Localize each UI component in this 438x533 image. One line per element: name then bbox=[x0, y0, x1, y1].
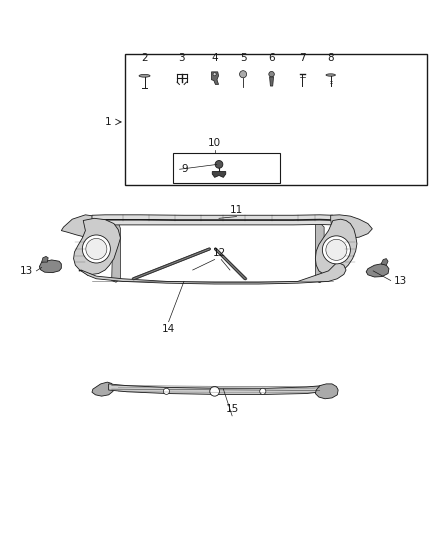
Text: 12: 12 bbox=[212, 248, 226, 258]
Polygon shape bbox=[366, 264, 389, 277]
Circle shape bbox=[86, 238, 107, 260]
Text: 11: 11 bbox=[230, 205, 243, 215]
Text: 9: 9 bbox=[182, 164, 188, 174]
Circle shape bbox=[215, 160, 223, 168]
Circle shape bbox=[163, 388, 170, 394]
Text: 13: 13 bbox=[20, 266, 33, 276]
Text: 7: 7 bbox=[299, 53, 306, 63]
Text: 6: 6 bbox=[268, 53, 275, 63]
Text: 2: 2 bbox=[141, 53, 148, 63]
Polygon shape bbox=[61, 215, 105, 238]
Text: 13: 13 bbox=[394, 276, 407, 286]
Polygon shape bbox=[42, 256, 48, 262]
Polygon shape bbox=[212, 172, 226, 177]
Polygon shape bbox=[331, 215, 372, 238]
Circle shape bbox=[82, 235, 110, 263]
Text: 3: 3 bbox=[178, 53, 185, 63]
Circle shape bbox=[322, 236, 350, 264]
Text: 5: 5 bbox=[240, 53, 247, 63]
Circle shape bbox=[240, 71, 247, 78]
Bar bbox=[173, 152, 280, 183]
Polygon shape bbox=[381, 259, 388, 265]
Text: 8: 8 bbox=[327, 53, 334, 63]
Circle shape bbox=[210, 386, 219, 396]
Circle shape bbox=[213, 72, 216, 76]
Polygon shape bbox=[92, 215, 333, 225]
Polygon shape bbox=[333, 220, 343, 275]
Circle shape bbox=[326, 239, 347, 260]
Polygon shape bbox=[83, 220, 92, 275]
Ellipse shape bbox=[139, 75, 150, 77]
Polygon shape bbox=[315, 223, 324, 282]
Polygon shape bbox=[74, 219, 120, 274]
Text: 1: 1 bbox=[105, 117, 112, 127]
Text: 14: 14 bbox=[162, 324, 175, 334]
Text: 10: 10 bbox=[208, 138, 221, 148]
Circle shape bbox=[269, 71, 274, 77]
Text: 4: 4 bbox=[211, 53, 218, 63]
Polygon shape bbox=[109, 384, 322, 394]
Circle shape bbox=[260, 388, 266, 394]
Polygon shape bbox=[79, 262, 346, 284]
Polygon shape bbox=[315, 384, 338, 399]
Polygon shape bbox=[112, 223, 120, 282]
Polygon shape bbox=[212, 72, 219, 84]
Polygon shape bbox=[269, 77, 273, 86]
Bar bbox=[125, 54, 427, 185]
Polygon shape bbox=[39, 260, 61, 273]
Polygon shape bbox=[92, 382, 114, 396]
Ellipse shape bbox=[326, 74, 336, 76]
Polygon shape bbox=[315, 219, 357, 275]
Text: 15: 15 bbox=[226, 404, 239, 414]
